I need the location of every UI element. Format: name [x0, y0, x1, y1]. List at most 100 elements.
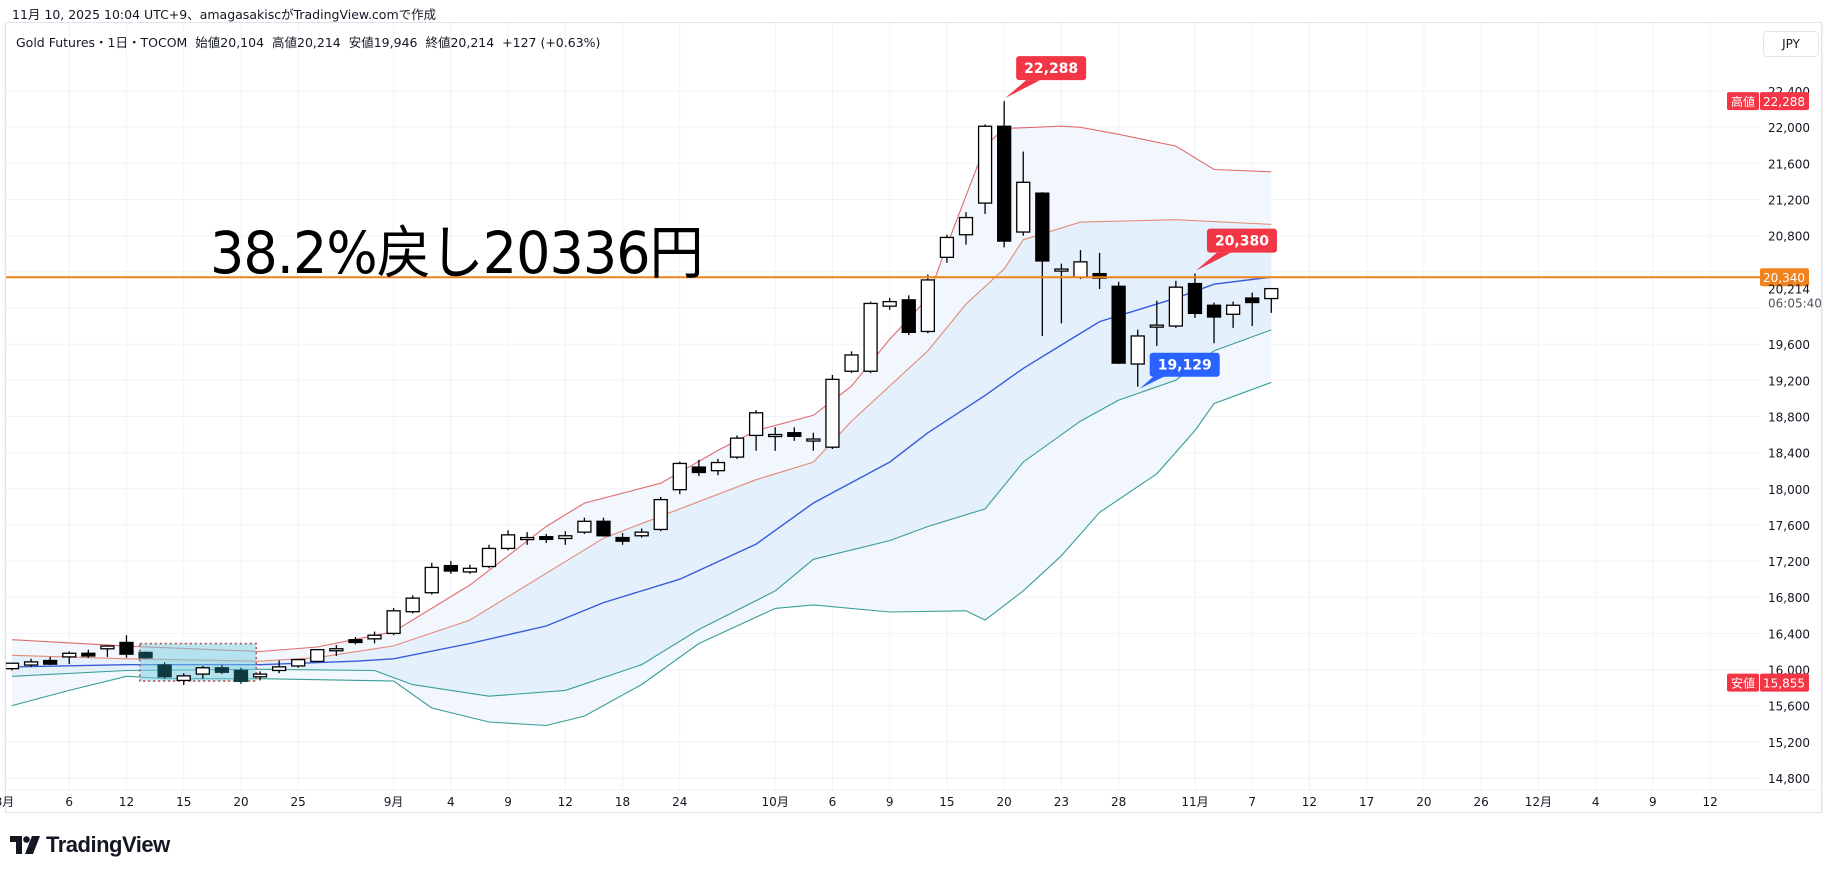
candle-down	[157, 664, 172, 678]
candle-down	[1245, 297, 1260, 304]
candle-up	[500, 534, 516, 550]
time-tick-label: 6	[65, 795, 73, 809]
time-tick-label: 15	[939, 795, 954, 809]
fib-level-badge-label: 20,340	[1763, 271, 1805, 285]
candle-down	[348, 639, 363, 644]
lower-band-1-line	[11, 329, 1272, 697]
candle-up	[1130, 335, 1145, 365]
open-label: 始値	[195, 35, 221, 50]
high-label: 高値	[272, 35, 298, 50]
candle-up	[100, 645, 115, 650]
candle-up	[634, 531, 649, 537]
candle-up	[806, 438, 821, 442]
callouts: 22,288 20,380 19,129	[1005, 56, 1277, 389]
tradingview-logo[interactable]: TradingView	[10, 832, 170, 858]
candle-up	[1149, 324, 1164, 328]
time-tick-label: 12月	[1525, 795, 1552, 809]
time-tick-label: 4	[1592, 795, 1600, 809]
candle-up	[176, 675, 191, 682]
time-tick-label: 17	[1359, 795, 1374, 809]
price-tick-label: 18,400	[1768, 447, 1810, 461]
price-tick-label: 21,200	[1768, 193, 1810, 207]
last-price-label: 20,214	[1768, 283, 1810, 297]
currency-button[interactable]: JPY	[1763, 31, 1819, 57]
candle-down	[138, 651, 153, 659]
price-tick-label: 20,800	[1768, 230, 1810, 244]
candle-down	[1035, 192, 1050, 262]
time-tick-label: 9	[504, 795, 512, 809]
change-value: +127 (+0.63%)	[502, 35, 601, 50]
time-tick-label: 9月	[384, 795, 404, 809]
price-tick-label: 22,000	[1768, 121, 1810, 135]
candles	[6, 101, 1279, 685]
candle-up	[863, 302, 878, 372]
time-tick-label: 7	[1248, 795, 1256, 809]
price-tick-label: 18,000	[1768, 483, 1810, 497]
candle-up	[520, 536, 535, 541]
candle-up	[958, 216, 974, 236]
candle-up	[1016, 181, 1031, 233]
price-tick-label: 15,200	[1768, 736, 1810, 750]
candle-up	[6, 662, 20, 670]
candle-down	[596, 520, 611, 537]
candle-up	[367, 634, 382, 640]
high-tag-label: 高値	[1731, 94, 1755, 109]
low-value-label: 15,855	[1763, 677, 1805, 691]
low-label: 安値	[348, 35, 374, 50]
low-value: 19,946	[373, 35, 418, 50]
time-tick-label: 15	[176, 795, 191, 809]
candle-up	[1054, 268, 1069, 272]
price-tick-label: 18,800	[1768, 410, 1810, 424]
candle-up	[882, 300, 897, 307]
time-tick-label: 9	[1649, 795, 1657, 809]
candle-up	[977, 125, 993, 204]
symbol-legend: Gold Futures・1日・TOCOM 始値20,104 高値20,214 …	[16, 32, 600, 51]
candle-up	[271, 666, 287, 672]
candle-down	[119, 641, 134, 655]
inner-band-fill	[12, 219, 1272, 697]
time-tick-label: 20	[997, 795, 1012, 809]
candle-up	[825, 378, 840, 448]
candle-up	[672, 462, 687, 491]
price-tick-label: 16,400	[1768, 627, 1810, 641]
chart-credit: 11月 10, 2025 10:04 UTC+9、amagasakiscがTra…	[12, 7, 437, 22]
outer-band-fill	[12, 126, 1272, 726]
candle-up	[481, 547, 497, 568]
time-tick-label: 18	[615, 795, 630, 809]
candle-down	[787, 432, 802, 437]
time-tick-label: 28	[1111, 795, 1126, 809]
candle-up	[386, 610, 401, 635]
time-tick-label: 9	[886, 795, 894, 809]
time-tick-label: 6	[829, 795, 837, 809]
high-tag-badge	[1727, 92, 1759, 111]
candle-down	[1111, 285, 1126, 364]
upper-band-1-line	[11, 219, 1272, 662]
time-tick-label: 11月	[1181, 795, 1208, 809]
candle-up	[195, 667, 210, 675]
close-value: 20,214	[450, 35, 495, 50]
time-tick-label: 23	[1054, 795, 1069, 809]
candle-up	[405, 597, 420, 613]
callout-label: 20,380	[1215, 234, 1269, 250]
callout-pointer	[1005, 80, 1041, 99]
price-axis: 22,40022,00021,60021,20020,80019,60019,2…	[1727, 23, 1823, 813]
candle-up	[1264, 287, 1279, 300]
time-tick-label: 12	[1702, 795, 1717, 809]
candle-up	[1168, 286, 1184, 327]
candle-up	[748, 412, 764, 437]
annotation-text[interactable]: 38.2%戻し20336円	[210, 219, 704, 287]
candle-up	[939, 236, 955, 258]
time-tick-label: 12	[1302, 795, 1317, 809]
candle-up	[729, 437, 745, 458]
price-tick-label: 19,600	[1768, 338, 1810, 352]
low-tag-badge	[1727, 673, 1759, 692]
symbol-name: Gold Futures・1日・TOCOM	[16, 35, 188, 50]
time-tick-label: 10月	[762, 795, 789, 809]
candle-down	[43, 659, 58, 665]
time-tick-label: 20	[1416, 795, 1431, 809]
brand-name: TradingView	[46, 832, 170, 857]
time-tick-label: 25	[291, 795, 306, 809]
candle-up	[1073, 261, 1088, 278]
high-value: 20,214	[297, 35, 341, 50]
